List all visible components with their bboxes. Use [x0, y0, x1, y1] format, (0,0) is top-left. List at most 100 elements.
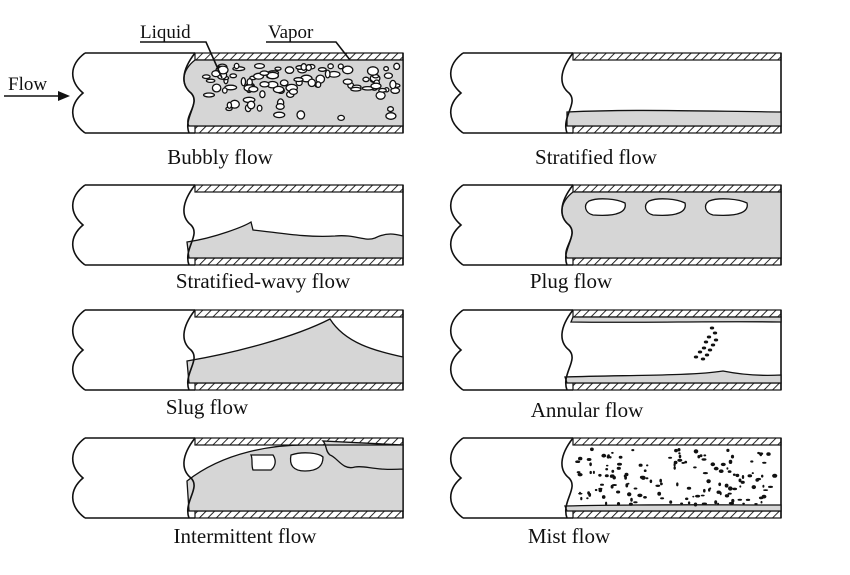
pipe-wall-top — [194, 184, 404, 193]
mist-droplet — [706, 479, 711, 484]
mist-droplet — [745, 498, 751, 501]
caption-stratified-wavy: Stratified-wavy flow — [176, 269, 351, 293]
caption-mist: Mist flow — [528, 524, 611, 548]
liquid-droplet — [693, 355, 699, 359]
mist-droplet — [630, 497, 633, 502]
mist-droplet — [760, 500, 763, 504]
mist-droplet — [708, 488, 711, 492]
mist-droplet — [601, 453, 607, 458]
vapor-bubble — [342, 78, 353, 85]
vapor-bubble — [383, 72, 394, 80]
pipe-wall-bottom — [572, 125, 782, 134]
mist-droplet — [730, 454, 735, 459]
vapor-bubble — [229, 73, 238, 79]
mist-droplet — [740, 480, 745, 484]
pipe-wall-bottom — [194, 510, 404, 519]
vapor-bubble — [366, 66, 379, 76]
pipe-stratified-wavy — [71, 184, 404, 266]
vapor-plug — [704, 198, 748, 217]
vapor-bubble — [386, 106, 395, 113]
mist-droplet — [616, 490, 621, 494]
flow-label: Flow — [8, 74, 47, 95]
vapor-bubble — [288, 88, 299, 96]
pipe-break-end — [71, 184, 86, 266]
liquid-droplet — [700, 357, 706, 361]
pipe-wall-bottom — [572, 382, 782, 391]
pipe-stratified — [449, 52, 782, 134]
mist-droplet — [643, 496, 647, 499]
mist-droplet — [607, 454, 610, 457]
mist-droplet — [758, 452, 764, 455]
pipe-cut-line — [561, 309, 574, 391]
vapor-bubble — [362, 76, 370, 83]
vapor-bubble — [211, 83, 222, 93]
pipe-annular — [449, 309, 782, 391]
vapor-bubble — [293, 77, 304, 83]
liquid-droplet — [709, 326, 715, 330]
mist-droplet — [737, 498, 743, 501]
vapor-bubble — [389, 79, 397, 90]
flow-arrow-head — [58, 91, 70, 101]
mist-droplet — [762, 461, 767, 464]
pipe-wall-top — [572, 184, 782, 193]
mist-droplet — [703, 488, 706, 493]
mist-droplet — [586, 497, 589, 500]
vapor-label: Vapor — [268, 22, 314, 43]
mist-droplet — [766, 452, 771, 456]
pipe-slug — [71, 309, 404, 391]
mist-droplet — [649, 479, 653, 484]
mist-droplet — [727, 492, 732, 495]
vapor-bubble — [233, 62, 240, 70]
mist-droplet — [762, 484, 765, 488]
pipe-break-end — [449, 437, 464, 519]
mist-droplet — [618, 455, 623, 459]
vapor-bubble — [307, 78, 317, 88]
mist-droplet — [611, 484, 617, 486]
mist-droplet — [655, 484, 661, 487]
vapor-bubble — [221, 87, 228, 94]
vapor-bubble — [205, 78, 216, 84]
pipe-plug — [449, 184, 782, 266]
vapor-bubble — [296, 110, 306, 120]
mist-droplet — [601, 495, 606, 499]
liquid-phase — [566, 109, 782, 127]
mist-droplet — [668, 456, 673, 459]
pipe-cut-line — [183, 309, 196, 391]
mist-droplet — [699, 454, 703, 458]
mist-droplet — [719, 491, 722, 496]
vapor-bubble — [370, 82, 382, 90]
liquid-droplet — [701, 346, 707, 350]
mist-droplet — [598, 473, 602, 477]
mist-droplet — [726, 448, 730, 452]
pipe-mist — [449, 437, 782, 519]
vapor-bubble — [378, 87, 387, 93]
mist-droplet — [714, 500, 718, 505]
mist-droplet — [739, 485, 742, 488]
vapor-bubble — [246, 100, 256, 110]
mist-droplet — [681, 461, 685, 464]
vapor-bubble — [253, 62, 266, 70]
mist-droplet — [693, 449, 699, 454]
mist-droplet — [677, 448, 681, 452]
vapor-bubble — [324, 69, 331, 79]
mist-droplet — [611, 451, 614, 454]
mist-droplet — [717, 502, 720, 505]
vapor-bubble — [317, 67, 327, 72]
liquid-droplet — [704, 353, 710, 357]
liquid-droplet — [710, 343, 716, 347]
pipe-cut-line — [561, 184, 574, 266]
vapor-pocket — [249, 454, 276, 471]
pipe-break-end — [449, 184, 464, 266]
pipe-break-end — [71, 309, 86, 391]
mist-droplet — [728, 459, 733, 464]
mist-droplet — [589, 470, 592, 475]
liquid-phase — [186, 440, 404, 512]
pipe-intermittent — [71, 437, 404, 519]
vapor-bubble — [385, 112, 397, 120]
mist-droplet — [576, 471, 581, 474]
mist-droplet — [580, 496, 583, 501]
mist-droplet — [735, 473, 740, 478]
liquid-phase — [186, 220, 404, 259]
vapor-bubble — [259, 70, 270, 77]
mist-droplet — [643, 469, 647, 472]
